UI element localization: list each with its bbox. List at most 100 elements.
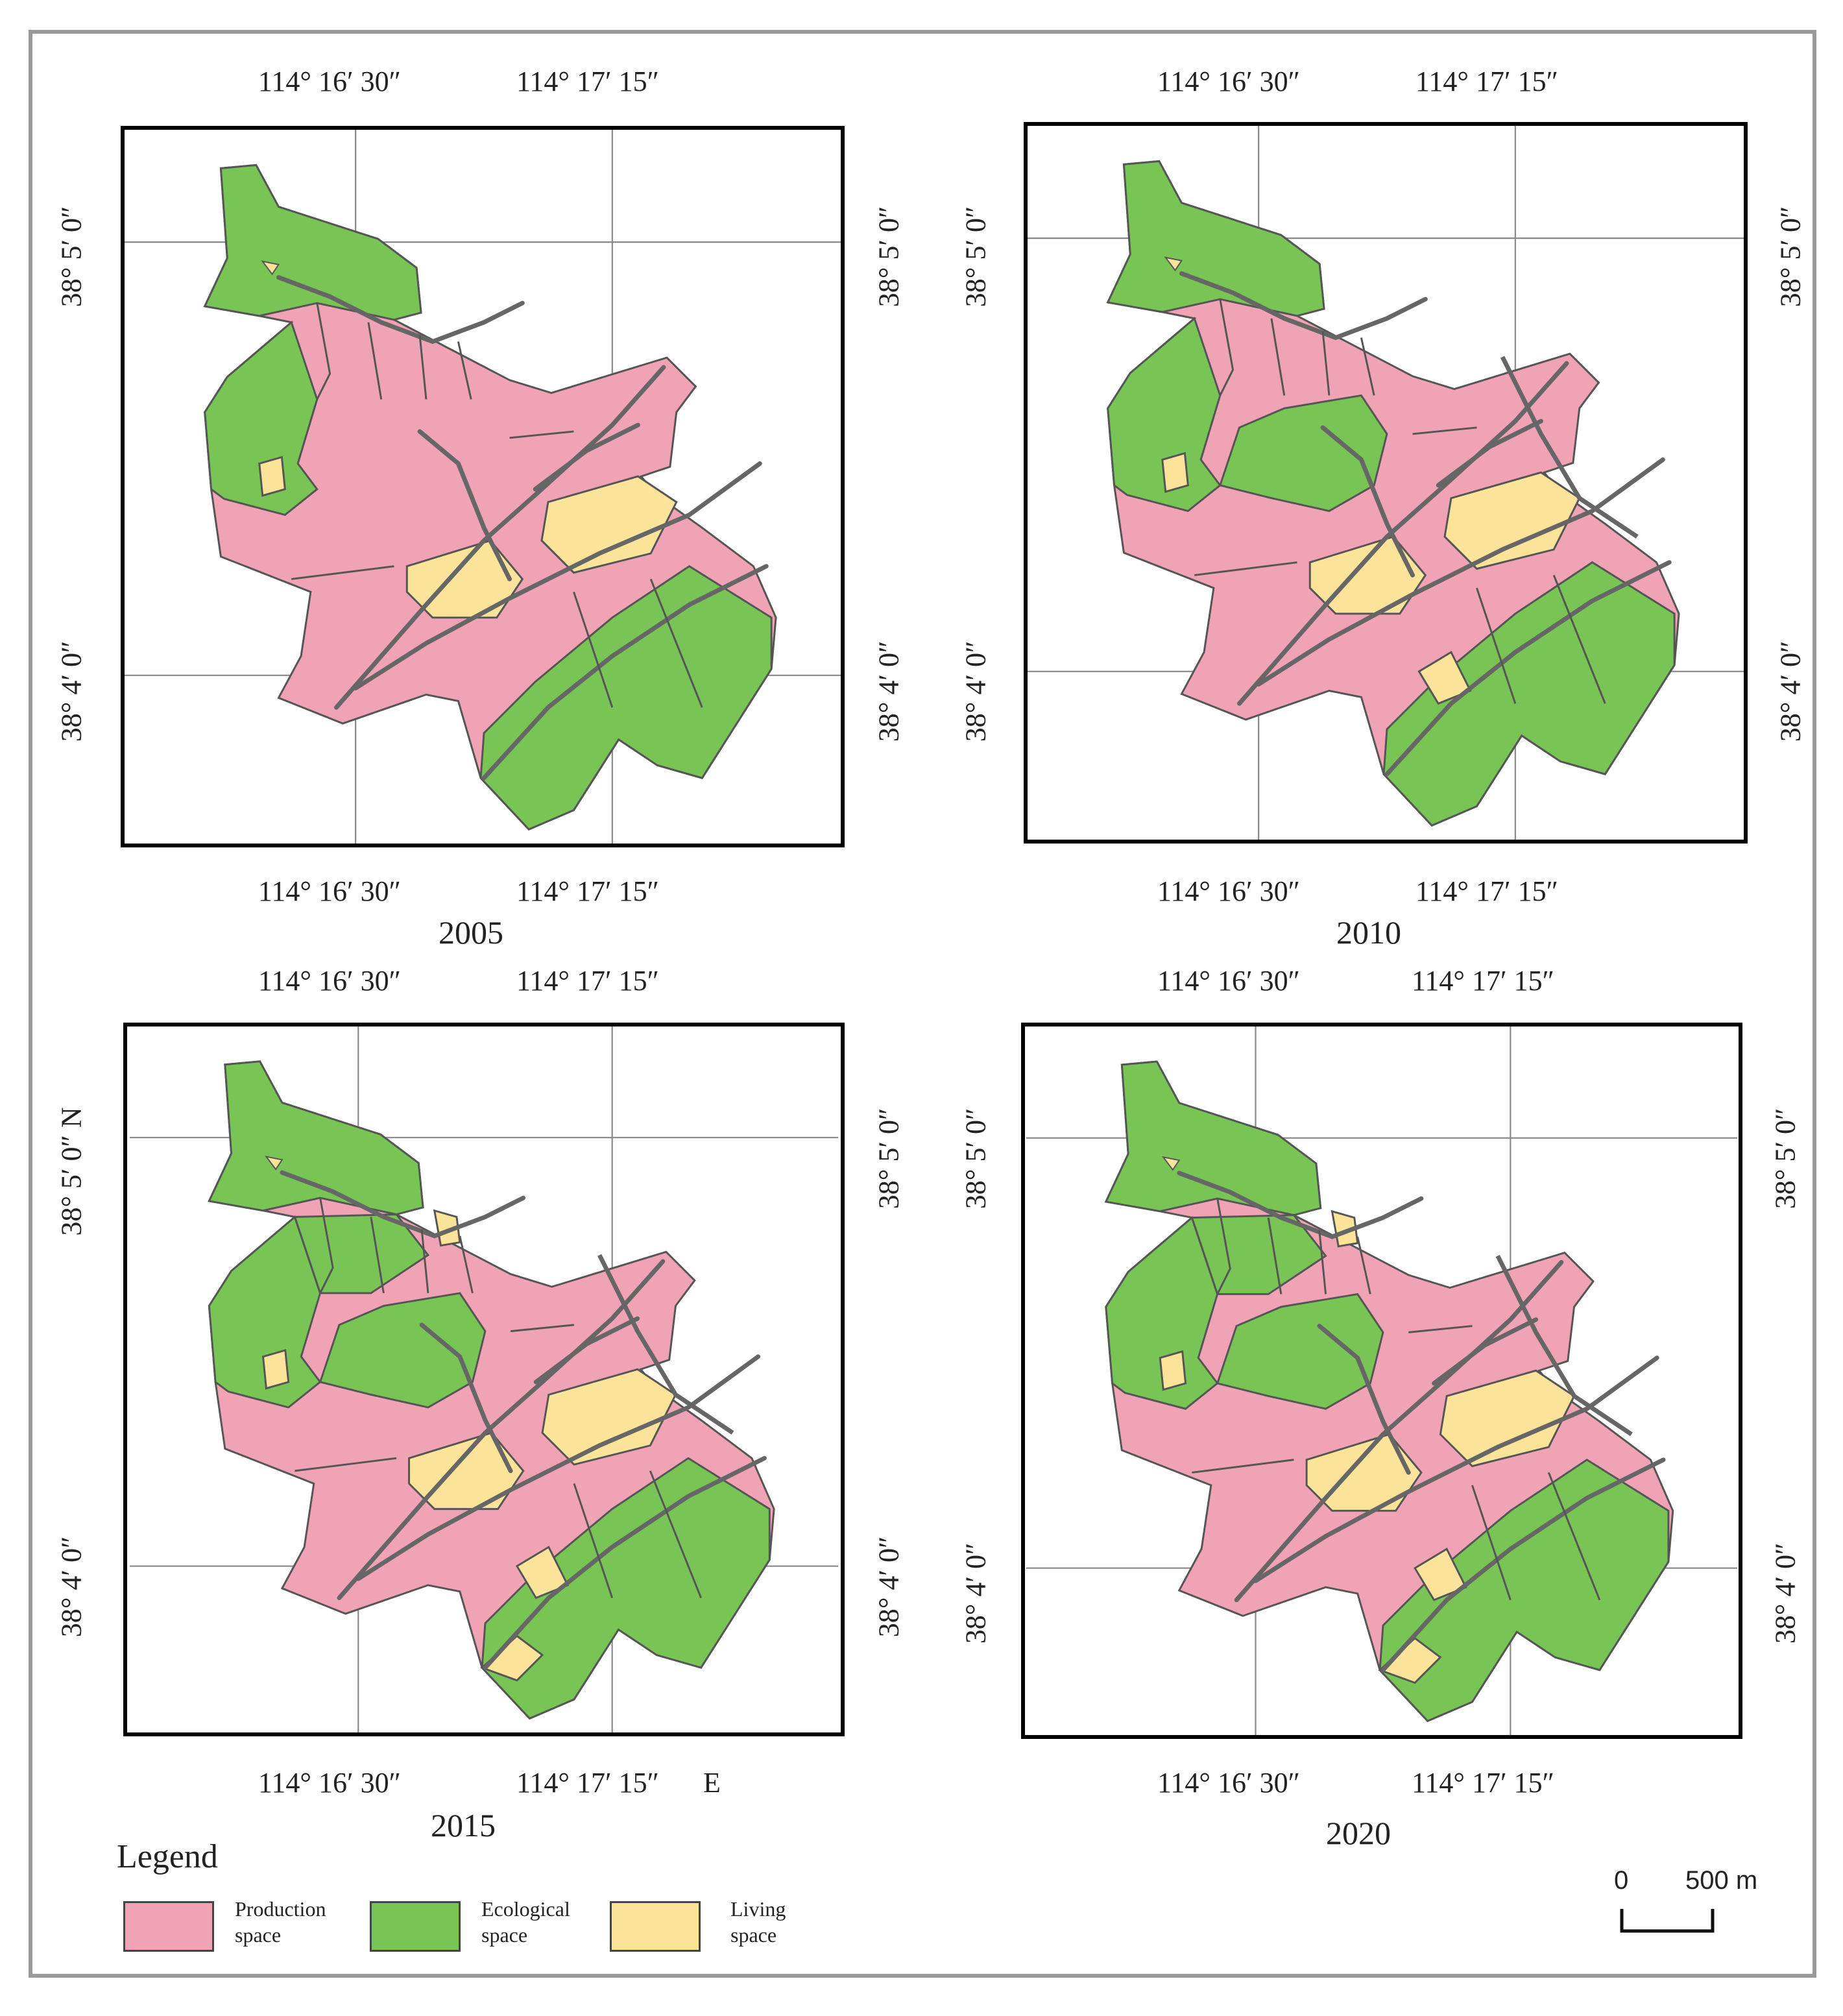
production-swatch xyxy=(123,1901,214,1952)
parcel-boundary xyxy=(418,335,428,400)
living-area xyxy=(1161,452,1189,493)
lat-label-left-bottom: 38° 4′ 0″ xyxy=(55,1536,88,1638)
ecological-area xyxy=(204,321,319,516)
legend-label: Production space xyxy=(235,1896,365,1948)
parcel-boundary xyxy=(1547,1472,1601,1601)
road-line xyxy=(1234,1259,1564,1603)
road-line xyxy=(597,1254,734,1435)
year-label: 2020 xyxy=(1326,1815,1391,1851)
living-area xyxy=(540,475,678,574)
year-label: 2005 xyxy=(439,914,503,951)
parcel-boundary xyxy=(1321,331,1331,396)
map-frame xyxy=(1024,122,1748,844)
lat-label-right-top: 38° 5′ 0″ xyxy=(1769,1108,1801,1209)
parcel-boundary xyxy=(370,1217,385,1294)
road-line xyxy=(1253,1355,1659,1583)
lat-label-right-bottom: 38° 4′ 0″ xyxy=(1769,1542,1801,1644)
parcel-boundary xyxy=(367,322,383,400)
lon-label-bottom-left: 114° 16′ 30″ xyxy=(1157,1767,1300,1799)
legend-label-line1: Production xyxy=(235,1897,326,1921)
ecological-area xyxy=(1104,1060,1322,1217)
lon-label-bottom-right: 114° 17′ 15″ xyxy=(516,1767,659,1799)
road-line xyxy=(1380,1457,1666,1673)
living-area xyxy=(1159,1350,1187,1391)
lat-label-right-bottom: 38° 4′ 0″ xyxy=(873,640,905,742)
road-line xyxy=(1256,457,1665,687)
road-line xyxy=(276,275,525,345)
map-frame xyxy=(123,1023,845,1736)
parcel-boundary xyxy=(1408,1325,1473,1333)
ecological-area xyxy=(1106,160,1325,317)
parcel-boundary xyxy=(316,302,331,400)
parcel-boundary xyxy=(509,430,574,439)
east-label: E xyxy=(703,1767,721,1799)
parcel-boundary xyxy=(573,591,614,708)
road-line xyxy=(1432,1317,1539,1386)
road-line xyxy=(1177,1171,1424,1239)
lon-label-bottom-left: 114° 16′ 30″ xyxy=(258,875,401,907)
ecological-area xyxy=(1218,394,1388,513)
living-area xyxy=(265,1156,283,1171)
lon-label-bottom-right: 114° 17′ 15″ xyxy=(516,875,659,907)
land-use-map xyxy=(1028,126,1744,840)
legend-label: Ecological space xyxy=(481,1896,611,1948)
parcel-boundary xyxy=(1476,587,1517,704)
road-line xyxy=(337,1259,666,1600)
lon-label-top-right: 114° 17′ 15″ xyxy=(516,965,659,997)
lat-label-left-top: 38° 5′ 0″ xyxy=(55,206,88,308)
road-line xyxy=(333,365,666,710)
legend-label-line2: space xyxy=(481,1923,528,1947)
legend-label-line1: Living xyxy=(730,1897,786,1921)
legend-label-line2: space xyxy=(235,1923,282,1947)
lat-label-right-top: 38° 5′ 0″ xyxy=(1774,206,1807,308)
scale-distance-label: 500 m xyxy=(1685,1866,1758,1895)
parcel-boundary xyxy=(295,1457,397,1472)
map-frame xyxy=(1021,1023,1742,1739)
parcel-boundary xyxy=(319,1197,334,1294)
parcel-boundary xyxy=(459,1235,474,1294)
parcel-boundary xyxy=(649,578,703,708)
scale-bar-line xyxy=(1620,1909,1715,1933)
living-area xyxy=(1164,256,1183,272)
year-label: 2010 xyxy=(1336,914,1401,951)
road-line xyxy=(1236,361,1569,706)
living-area xyxy=(541,1368,677,1466)
road-line xyxy=(1317,1324,1411,1475)
living-swatch xyxy=(610,1901,701,1952)
lon-label-bottom-left: 114° 16′ 30″ xyxy=(258,1767,401,1799)
ecological-area xyxy=(203,164,422,321)
parcel-boundary xyxy=(1356,1236,1371,1294)
legend-label: Living space xyxy=(730,1896,860,1948)
lat-label-left-top: 38° 5′ 0″ xyxy=(959,206,992,308)
parcel-boundary xyxy=(1412,426,1477,435)
map-frame xyxy=(121,126,845,847)
ecological-area xyxy=(479,565,773,831)
parcel-boundary xyxy=(291,565,394,580)
parcel-boundary xyxy=(1318,1230,1327,1294)
ecological-area xyxy=(319,1292,487,1409)
lat-label-right-bottom: 38° 4′ 0″ xyxy=(1774,640,1807,742)
road-line xyxy=(417,429,512,581)
lon-label-top-left: 114° 16′ 30″ xyxy=(258,66,401,97)
road-line xyxy=(1384,560,1672,777)
living-area xyxy=(261,260,280,276)
lon-label-bottom-right: 114° 17′ 15″ xyxy=(1412,1767,1554,1799)
road-line xyxy=(1179,271,1428,341)
parcel-boundary xyxy=(573,1483,614,1599)
lat-label-right-top: 38° 5′ 0″ xyxy=(873,1108,905,1209)
road-line xyxy=(280,1170,526,1239)
lon-label-top-right: 114° 17′ 15″ xyxy=(1412,965,1554,997)
parcel-boundary xyxy=(1471,1485,1512,1601)
road-line xyxy=(1436,419,1543,488)
figure-border xyxy=(29,30,1816,1978)
land-use-map xyxy=(125,130,841,844)
lon-label-top-left: 114° 16′ 30″ xyxy=(258,965,401,997)
ecological-swatch xyxy=(370,1901,461,1952)
scale-zero-label: 0 xyxy=(1614,1866,1629,1895)
parcel-boundary xyxy=(420,1229,429,1294)
parcel-boundary xyxy=(1360,337,1375,396)
parcel-boundary xyxy=(1219,298,1235,396)
lon-label-top-right: 114° 17′ 15″ xyxy=(1415,66,1558,97)
lat-label-left-bottom: 38° 4′ 0″ xyxy=(55,640,88,742)
living-area xyxy=(1439,1369,1576,1468)
